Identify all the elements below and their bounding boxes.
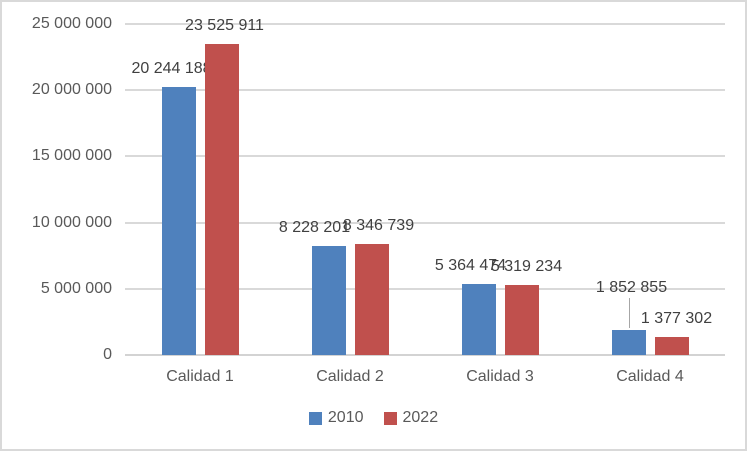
y-axis-tick-label: 25 000 000	[31, 15, 112, 32]
x-axis-category-label: Calidad 3	[466, 368, 534, 385]
y-axis-tick-label: 20 000 000	[31, 81, 112, 99]
y-axis-tick-label: 10 000 000	[31, 213, 112, 231]
data-label: 5 364 474	[434, 256, 507, 274]
bar-2010-calidad-2[interactable]	[311, 246, 346, 355]
legend-item-2010[interactable]: 2010	[308, 409, 364, 427]
bar-2022-calidad-4[interactable]	[654, 336, 689, 355]
data-label: 8 346 739	[342, 217, 415, 235]
legend-label: 2010	[327, 409, 364, 426]
legend-item-2022[interactable]: 2022	[383, 409, 439, 427]
data-label: 1 852 855	[595, 279, 668, 296]
gridline	[125, 221, 725, 224]
bar-2010-calidad-4[interactable]	[611, 330, 646, 355]
data-label: 1 377 302	[640, 309, 713, 327]
leader-line	[628, 298, 630, 328]
bar-2022-calidad-1[interactable]	[204, 43, 239, 355]
x-axis-category-label: Calidad 2	[316, 368, 384, 385]
data-label: 5 319 234	[490, 257, 563, 275]
x-axis-category-label: Calidad 1	[166, 368, 234, 385]
bar-2022-calidad-3[interactable]	[504, 284, 539, 355]
data-label: 8 228 201	[278, 219, 351, 237]
x-axis-category-label: Calidad 4	[616, 368, 684, 385]
x-axis-line	[125, 354, 725, 356]
gridline	[125, 89, 725, 92]
y-axis-tick-label: 5 000 000	[40, 279, 112, 297]
bar-2010-calidad-1[interactable]	[161, 86, 196, 355]
data-label: 20 244 188	[131, 59, 212, 77]
bar-2010-calidad-3[interactable]	[461, 283, 496, 355]
gridline	[125, 23, 725, 25]
bar-2022-calidad-2[interactable]	[354, 244, 389, 355]
gridline	[125, 155, 725, 158]
legend-label: 2022	[402, 409, 439, 426]
y-axis-tick-label: 15 000 000	[31, 147, 112, 165]
legend: 2010 2022	[2, 409, 745, 427]
gridline	[125, 287, 725, 290]
legend-color-swatch-icon	[308, 411, 322, 425]
legend-color-swatch-icon	[383, 411, 397, 425]
data-label: 23 525 911	[185, 16, 264, 34]
y-axis-tick-label: 0	[103, 346, 112, 363]
